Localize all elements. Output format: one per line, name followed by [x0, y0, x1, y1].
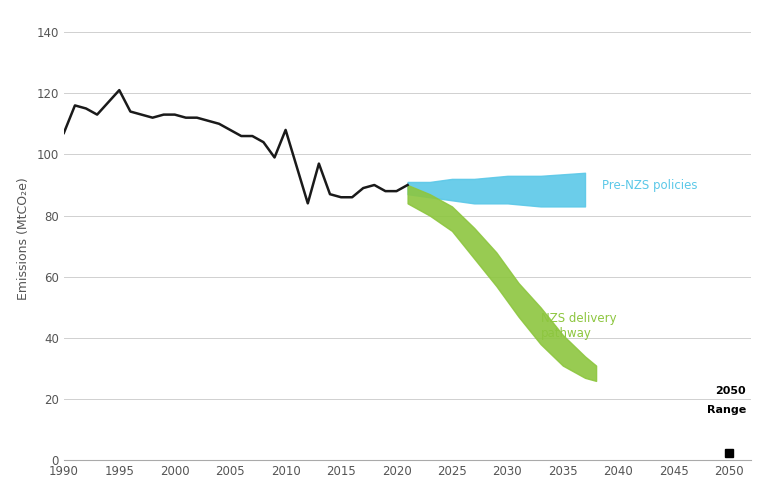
Text: 2050: 2050: [715, 386, 746, 396]
Y-axis label: Emissions (MtCO₂e): Emissions (MtCO₂e): [17, 177, 30, 300]
Text: NZS delivery
pathway: NZS delivery pathway: [541, 312, 616, 340]
Text: Pre-NZS policies: Pre-NZS policies: [601, 179, 697, 192]
Text: Range: Range: [707, 404, 746, 414]
